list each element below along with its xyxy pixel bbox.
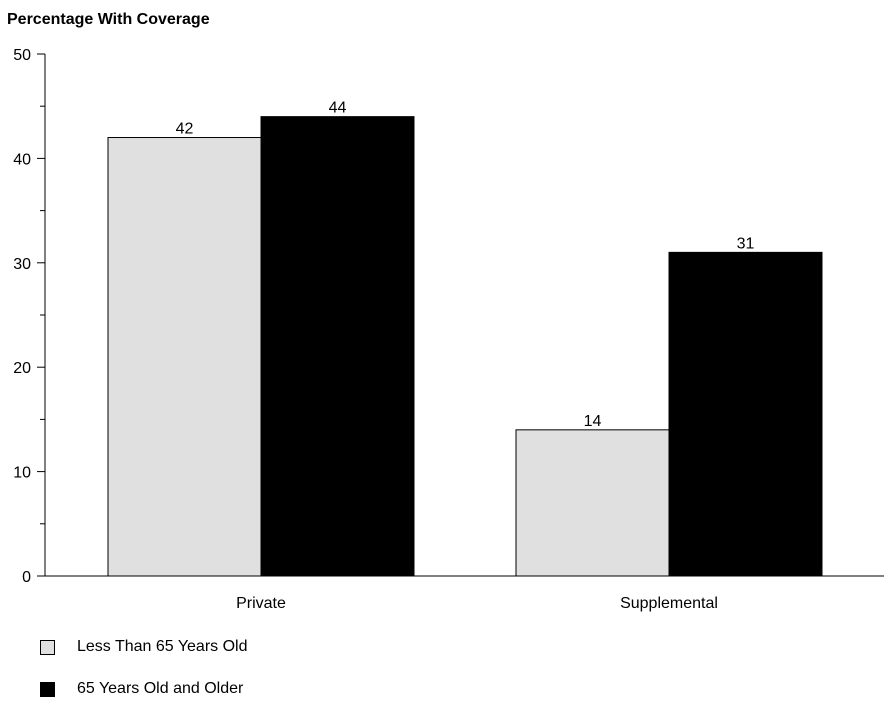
bar-value-label: 42: [176, 121, 194, 138]
y-tick-label: 30: [13, 256, 31, 273]
bar-supplemental-series-1: [515, 429, 670, 577]
bar-value-label: 14: [584, 413, 602, 430]
bars: [107, 116, 823, 577]
legend-swatch-65-and-older: [40, 681, 55, 697]
legend-label-65-and-older: 65 Years Old and Older: [77, 680, 244, 697]
legend-item-under-65: Less Than 65 Years Old: [40, 638, 248, 656]
legend-swatch-under-65: [40, 639, 55, 655]
y-axis-ticks: 0 10 20 30 40 50: [13, 47, 45, 586]
legend-label-under-65: Less Than 65 Years Old: [77, 638, 248, 655]
y-tick-label: 10: [13, 465, 31, 482]
category-labels: Private Supplemental: [236, 595, 718, 612]
y-tick-label: 40: [13, 151, 31, 168]
legend-item-65-and-older: 65 Years Old and Older: [40, 680, 243, 698]
y-tick-label: 0: [22, 569, 31, 586]
x-category-label: Supplemental: [620, 595, 718, 612]
bar-private-series-2: [260, 116, 415, 577]
x-category-label: Private: [236, 595, 286, 612]
y-tick-label: 50: [13, 47, 31, 64]
bar-value-label: 44: [329, 100, 347, 117]
bar-supplemental-series-2: [668, 251, 823, 577]
y-tick-label: 20: [13, 360, 31, 377]
bar-private-series-1: [107, 137, 262, 577]
bar-value-label: 31: [737, 235, 755, 252]
value-labels: 42 44 14 31: [176, 100, 755, 430]
y-axis-title: Percentage With Coverage: [7, 11, 210, 28]
